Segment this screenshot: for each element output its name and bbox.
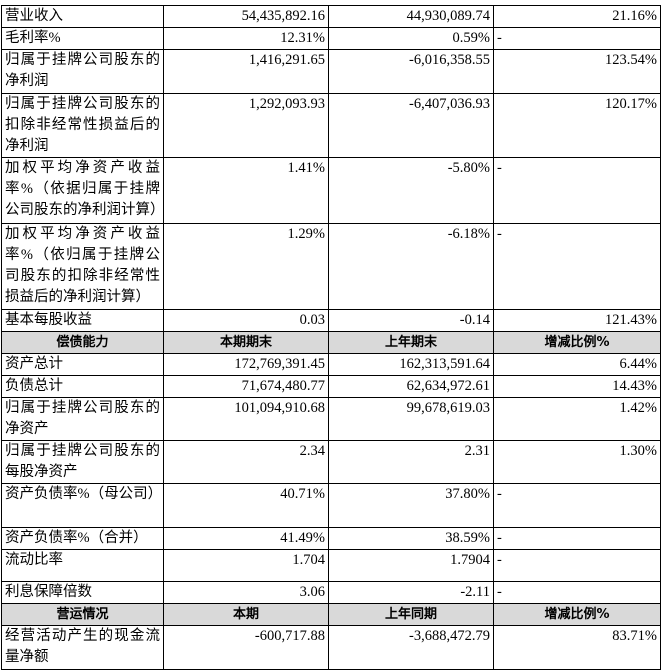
value-cell: - bbox=[493, 549, 661, 582]
table-row: 归属于挂牌公司股东的每股净资产 2.34 2.31 1.30% bbox=[1, 440, 661, 484]
table-row: 归属于挂牌公司股东的扣除非经常性损益后的净利润 1,292,093.93 -6,40… bbox=[1, 93, 661, 158]
value-cell: 54,435,892.16 bbox=[163, 5, 329, 28]
value-cell: - bbox=[493, 527, 661, 550]
row-label: 加权平均净资产收益率%（依归属于挂牌公司股东的扣除非经常性损益后的净利润计算） bbox=[1, 223, 164, 310]
value-cell: 6.44% bbox=[493, 353, 661, 376]
value-cell: 1.704 bbox=[163, 549, 329, 582]
table-row: 资产负债率%（母公司） 40.71% 37.80% - bbox=[1, 483, 661, 528]
value-cell: - bbox=[493, 581, 661, 604]
row-label: 毛利率% bbox=[1, 27, 164, 50]
value-cell: - bbox=[493, 223, 661, 310]
table-row: 流动比率 1.704 1.7904- bbox=[1, 549, 661, 582]
value-cell: 62,634,972.61 bbox=[328, 375, 494, 398]
row-label: 基本每股收益 bbox=[1, 309, 164, 332]
row-label: 归属于挂牌公司股东的净利润 bbox=[1, 49, 164, 94]
value-cell: - bbox=[493, 27, 661, 50]
value-cell: 0.59% bbox=[328, 27, 494, 50]
value-cell: 99,678,619.03 bbox=[328, 397, 494, 441]
value-cell: -2.11 bbox=[328, 581, 494, 604]
value-cell: 0.03 bbox=[163, 309, 329, 332]
header-cell: 本期期末 bbox=[163, 331, 329, 354]
table-row: 负债总计 71,674,480.77 62,634,972.61 14.43% bbox=[1, 375, 661, 398]
table-body: 营业收入 54,435,892.16 44,930,089.74 21.16% 毛利率%… bbox=[1, 5, 661, 670]
value-cell: -3,688,472.79 bbox=[328, 625, 494, 670]
row-label: 利息保障倍数 bbox=[1, 581, 164, 604]
value-cell: 121.43% bbox=[493, 309, 661, 332]
page: 营业收入 54,435,892.16 44,930,089.74 21.16% 毛利率%… bbox=[1, 5, 661, 670]
value-cell: 1.7904 bbox=[328, 549, 494, 582]
financial-table: 营业收入 54,435,892.16 44,930,089.74 21.16% 毛利率%… bbox=[1, 5, 661, 670]
value-cell: -0.14 bbox=[328, 309, 494, 332]
row-label: 负债总计 bbox=[1, 375, 164, 398]
row-label: 经营活动产生的现金流量净额 bbox=[1, 625, 164, 670]
value-cell: 2.34 bbox=[163, 440, 329, 484]
value-cell: 21.16% bbox=[493, 5, 661, 28]
value-cell: 1.29% bbox=[163, 223, 329, 310]
header-cell: 增减比例% bbox=[493, 603, 661, 626]
row-label: 加权平均净资产收益率%（依据归属于挂牌公司股东的净利润计算） bbox=[1, 157, 165, 224]
header-cell: 本期 bbox=[163, 603, 329, 626]
header-row: 营运情况 本期 上年同期 增减比例% bbox=[1, 603, 661, 626]
value-cell: 162,313,591.64 bbox=[328, 353, 494, 376]
value-cell: 1,292,093.93 bbox=[163, 93, 329, 158]
row-label: 营业收入 bbox=[1, 5, 164, 28]
value-cell: 1.41% bbox=[163, 157, 329, 224]
value-cell: 3.06 bbox=[163, 581, 329, 604]
value-cell: - bbox=[493, 483, 661, 528]
table-row: 归属于挂牌公司股东的净资产 101,094,910.68 99,678,619.03… bbox=[1, 397, 661, 441]
row-label: 资产负债率%（合并） bbox=[1, 527, 164, 550]
value-cell: 44,930,089.74 bbox=[328, 5, 494, 28]
header-cell: 上年期末 bbox=[328, 331, 494, 354]
row-label: 流动比率 bbox=[1, 549, 164, 582]
value-cell: 40.71% bbox=[163, 483, 329, 528]
value-cell: -6,407,036.93 bbox=[328, 93, 494, 158]
value-cell: 1.42% bbox=[493, 397, 661, 441]
table-row: 基本每股收益 0.03 -0.14 121.43% bbox=[1, 309, 661, 332]
table-row: 加权平均净资产收益率%（依据归属于挂牌公司股东的净利润计算） 1.41% -5.80… bbox=[1, 157, 661, 224]
value-cell: 1,416,291.65 bbox=[163, 49, 329, 94]
value-cell: 14.43% bbox=[493, 375, 661, 398]
value-cell: 41.49% bbox=[163, 527, 329, 550]
value-cell: 123.54% bbox=[493, 49, 661, 94]
value-cell: 12.31% bbox=[163, 27, 329, 50]
header-cell: 增减比例% bbox=[493, 331, 661, 354]
value-cell: - bbox=[493, 157, 661, 224]
header-cell: 营运情况 bbox=[1, 603, 164, 626]
value-cell: 101,094,910.68 bbox=[163, 397, 329, 441]
table-row: 加权平均净资产收益率%（依归属于挂牌公司股东的扣除非经常性损益后的净利润计算） 1… bbox=[1, 223, 661, 310]
header-cell: 偿债能力 bbox=[1, 331, 164, 354]
table-row: 毛利率% 12.31% 0.59% - bbox=[1, 27, 661, 50]
row-label: 资产负债率%（母公司） bbox=[1, 483, 164, 528]
value-cell: 71,674,480.77 bbox=[163, 375, 329, 398]
value-cell: 1.30% bbox=[493, 440, 661, 484]
row-label: 归属于挂牌公司股东的每股净资产 bbox=[1, 440, 164, 484]
row-label: 归属于挂牌公司股东的净资产 bbox=[1, 397, 164, 441]
value-cell: 37.80% bbox=[328, 483, 494, 528]
value-cell: 120.17% bbox=[493, 93, 661, 158]
value-cell: 2.31 bbox=[328, 440, 494, 484]
value-cell: -600,717.88 bbox=[163, 625, 329, 670]
header-cell: 上年同期 bbox=[328, 603, 494, 626]
value-cell: -6.18% bbox=[328, 223, 494, 310]
header-row: 偿债能力 本期期末 上年期末 增减比例% bbox=[1, 331, 661, 354]
table-row: 归属于挂牌公司股东的净利润 1,416,291.65 -6,016,358.55 12… bbox=[1, 49, 661, 94]
value-cell: -5.80% bbox=[328, 157, 494, 224]
value-cell: -6,016,358.55 bbox=[328, 49, 494, 94]
value-cell: 38.59% bbox=[328, 527, 494, 550]
value-cell: 83.71% bbox=[493, 625, 661, 670]
table-row: 经营活动产生的现金流量净额 -600,717.88 -3,688,472.79 83.… bbox=[1, 625, 661, 670]
row-label: 归属于挂牌公司股东的扣除非经常性损益后的净利润 bbox=[1, 93, 164, 158]
table-row: 营业收入 54,435,892.16 44,930,089.74 21.16% bbox=[1, 5, 661, 28]
value-cell: 172,769,391.45 bbox=[163, 353, 329, 376]
table-row: 资产总计 172,769,391.45 162,313,591.64 6.44% bbox=[1, 353, 661, 376]
row-label: 资产总计 bbox=[1, 353, 164, 376]
table-row: 利息保障倍数 3.06 -2.11- bbox=[1, 581, 661, 604]
table-row: 资产负债率%（合并） 41.49% 38.59% - bbox=[1, 527, 661, 550]
